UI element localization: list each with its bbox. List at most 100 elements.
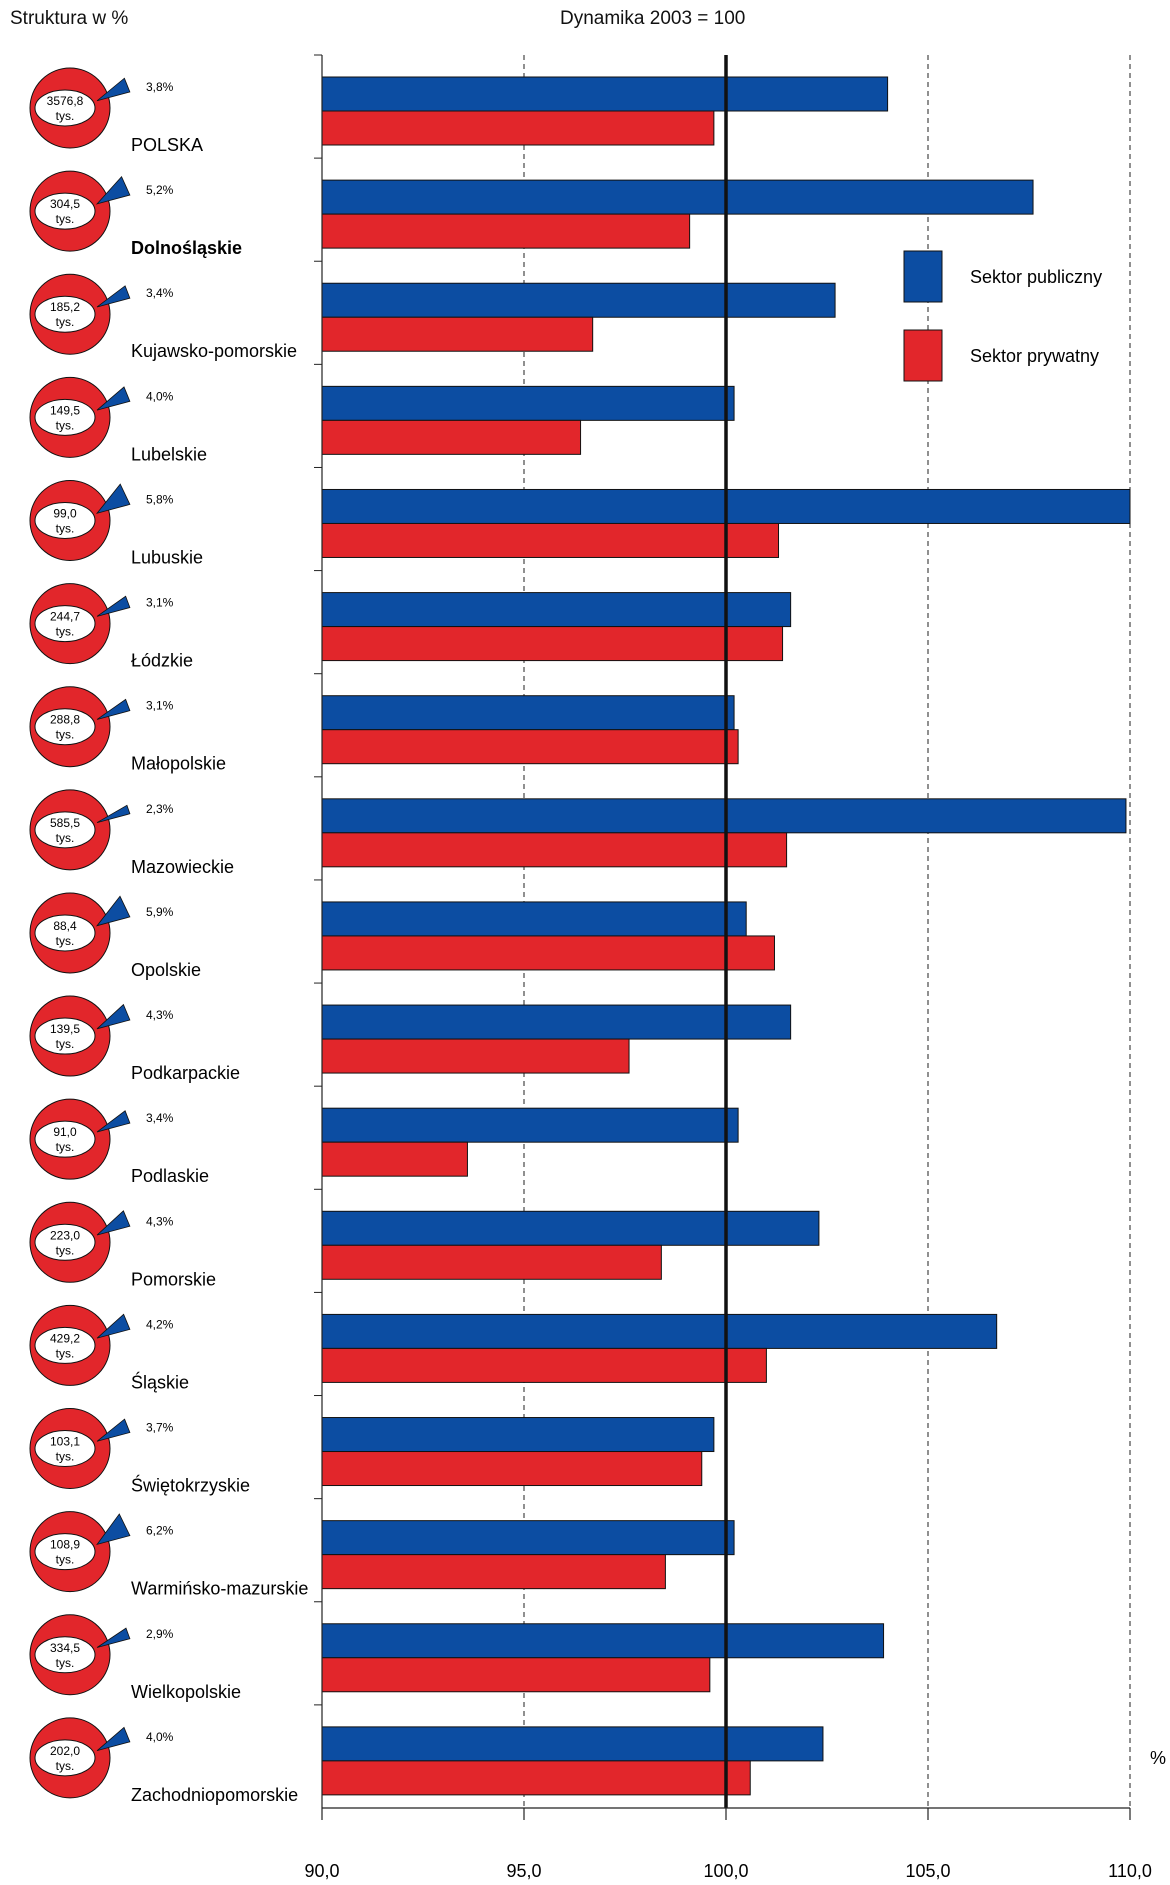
category-label: Śląskie (131, 1371, 189, 1392)
pie-center-label-bg (34, 1533, 96, 1571)
category-label: Lubuskie (131, 547, 203, 567)
pie-total: 223,0 (50, 1228, 80, 1242)
pie-public-share-label: 3,1% (146, 596, 174, 610)
pie-unit: tys. (56, 1243, 75, 1257)
pie-total: 91,0 (53, 1125, 77, 1139)
pie-unit: tys. (56, 831, 75, 845)
legend-label: Sektor publiczny (970, 267, 1102, 287)
pie-total: 585,5 (50, 816, 80, 830)
pie-total: 304,5 (50, 197, 80, 211)
bar-private (321, 1451, 703, 1487)
pie-public-slice (96, 1003, 131, 1030)
pie-public-share-label: 4,2% (146, 1317, 174, 1331)
pies-layer: 3576,8tys.3,8%304,5tys.5,2%185,2tys.3,4%… (29, 67, 174, 1799)
pie-total: 139,5 (50, 1022, 80, 1036)
pie-public-slice (96, 804, 131, 823)
bar-private (321, 419, 582, 455)
bar-public (321, 1210, 820, 1246)
pie-unit: tys. (56, 1037, 75, 1051)
pie-center-label-bg (34, 192, 96, 230)
bar-public (321, 901, 747, 937)
x-tick-label: 105,0 (905, 1861, 950, 1881)
pie-unit: tys. (56, 521, 75, 535)
pie-unit: tys. (56, 1140, 75, 1154)
category-label: Dolnośląskie (131, 238, 242, 258)
bar-public (321, 1417, 715, 1453)
pie-unit: tys. (56, 1656, 75, 1670)
pie-public-share-label: 5,9% (146, 905, 174, 919)
legend-swatch (903, 250, 943, 303)
bar-public (321, 385, 735, 421)
category-label: Podlaskie (131, 1166, 209, 1186)
bar-public (321, 695, 735, 731)
category-label: Kujawsko-pomorskie (131, 341, 297, 361)
pie-public-slice (96, 1627, 131, 1648)
pie-public-share-label: 3,7% (146, 1421, 174, 1435)
pie-center-label-bg (34, 295, 96, 333)
pie-center-label-bg (34, 811, 96, 849)
bar-public (321, 1520, 735, 1556)
pie-total: 3576,8 (47, 94, 84, 108)
pie-public-share-label: 2,9% (146, 1627, 174, 1641)
bar-public (321, 1313, 998, 1349)
pie-public-slice (96, 1418, 131, 1442)
pie-center-label-bg (34, 1223, 96, 1261)
bars-layer (321, 76, 1131, 1796)
category-label: Łódzkie (131, 651, 193, 671)
bar-private (321, 935, 775, 971)
pie-public-slice (96, 77, 131, 102)
x-tick-label: 95,0 (506, 1861, 541, 1881)
pie-center-label-bg (34, 1636, 96, 1674)
x-tick-label: 110,0 (1108, 1861, 1152, 1881)
pie-public-share-label: 3,1% (146, 699, 174, 713)
pie-total: 244,7 (50, 610, 80, 624)
pie-total: 288,8 (50, 713, 80, 727)
bar-private (321, 1554, 666, 1590)
pie-public-share-label: 4,3% (146, 1008, 174, 1022)
bar-public (321, 1004, 792, 1040)
pie-public-slice (95, 483, 131, 514)
bar-private (321, 522, 780, 558)
pie-public-slice (96, 285, 131, 308)
pie-center-label-bg (34, 1430, 96, 1468)
pie-unit: tys. (56, 212, 75, 226)
pie-unit: tys. (56, 109, 75, 123)
category-label: Lubelskie (131, 444, 207, 464)
category-label: Mazowieckie (131, 857, 234, 877)
bar-private (321, 1038, 630, 1074)
bar-private (321, 1760, 751, 1796)
pie-unit: tys. (56, 625, 75, 639)
pie-total: 429,2 (50, 1331, 80, 1345)
category-label: Opolskie (131, 960, 201, 980)
pie-public-slice (96, 698, 131, 720)
pie-public-slice (96, 1110, 131, 1133)
pie-public-slice (95, 175, 131, 205)
pie-public-share-label: 3,4% (146, 286, 174, 300)
pie-center-label-bg (34, 398, 96, 436)
pie-total: 88,4 (53, 919, 77, 933)
pie-public-slice (96, 595, 131, 617)
pie-public-slice (95, 895, 131, 927)
legend: Sektor publiczny Sektor prywatny (903, 250, 1102, 382)
pie-public-share-label: 4,0% (146, 1730, 174, 1744)
pie-public-share-label: 5,8% (146, 492, 174, 506)
category-label: Małopolskie (131, 754, 226, 774)
pie-center-label-bg (34, 1017, 96, 1055)
category-label: Warmińsko-mazurskie (131, 1579, 308, 1599)
bar-private (321, 832, 788, 868)
pie-center-label-bg (34, 1326, 96, 1364)
pie-unit: tys. (56, 1553, 75, 1567)
bar-public (321, 798, 1127, 834)
axis-layer: 90,0 95,0 100,0 105,0 110,0% (304, 54, 1166, 1881)
bar-private (321, 1347, 767, 1383)
pie-center-label-bg (34, 914, 96, 952)
bar-private (321, 729, 739, 765)
bar-public (321, 1726, 824, 1762)
pie-center-label-bg (34, 708, 96, 746)
bar-public (321, 592, 792, 628)
bar-public (321, 1107, 739, 1143)
x-tick-label: 90,0 (304, 1861, 339, 1881)
structure-header: Struktura w % (10, 8, 129, 29)
category-label: Pomorskie (131, 1269, 216, 1289)
pie-center-label-bg (34, 1120, 96, 1158)
